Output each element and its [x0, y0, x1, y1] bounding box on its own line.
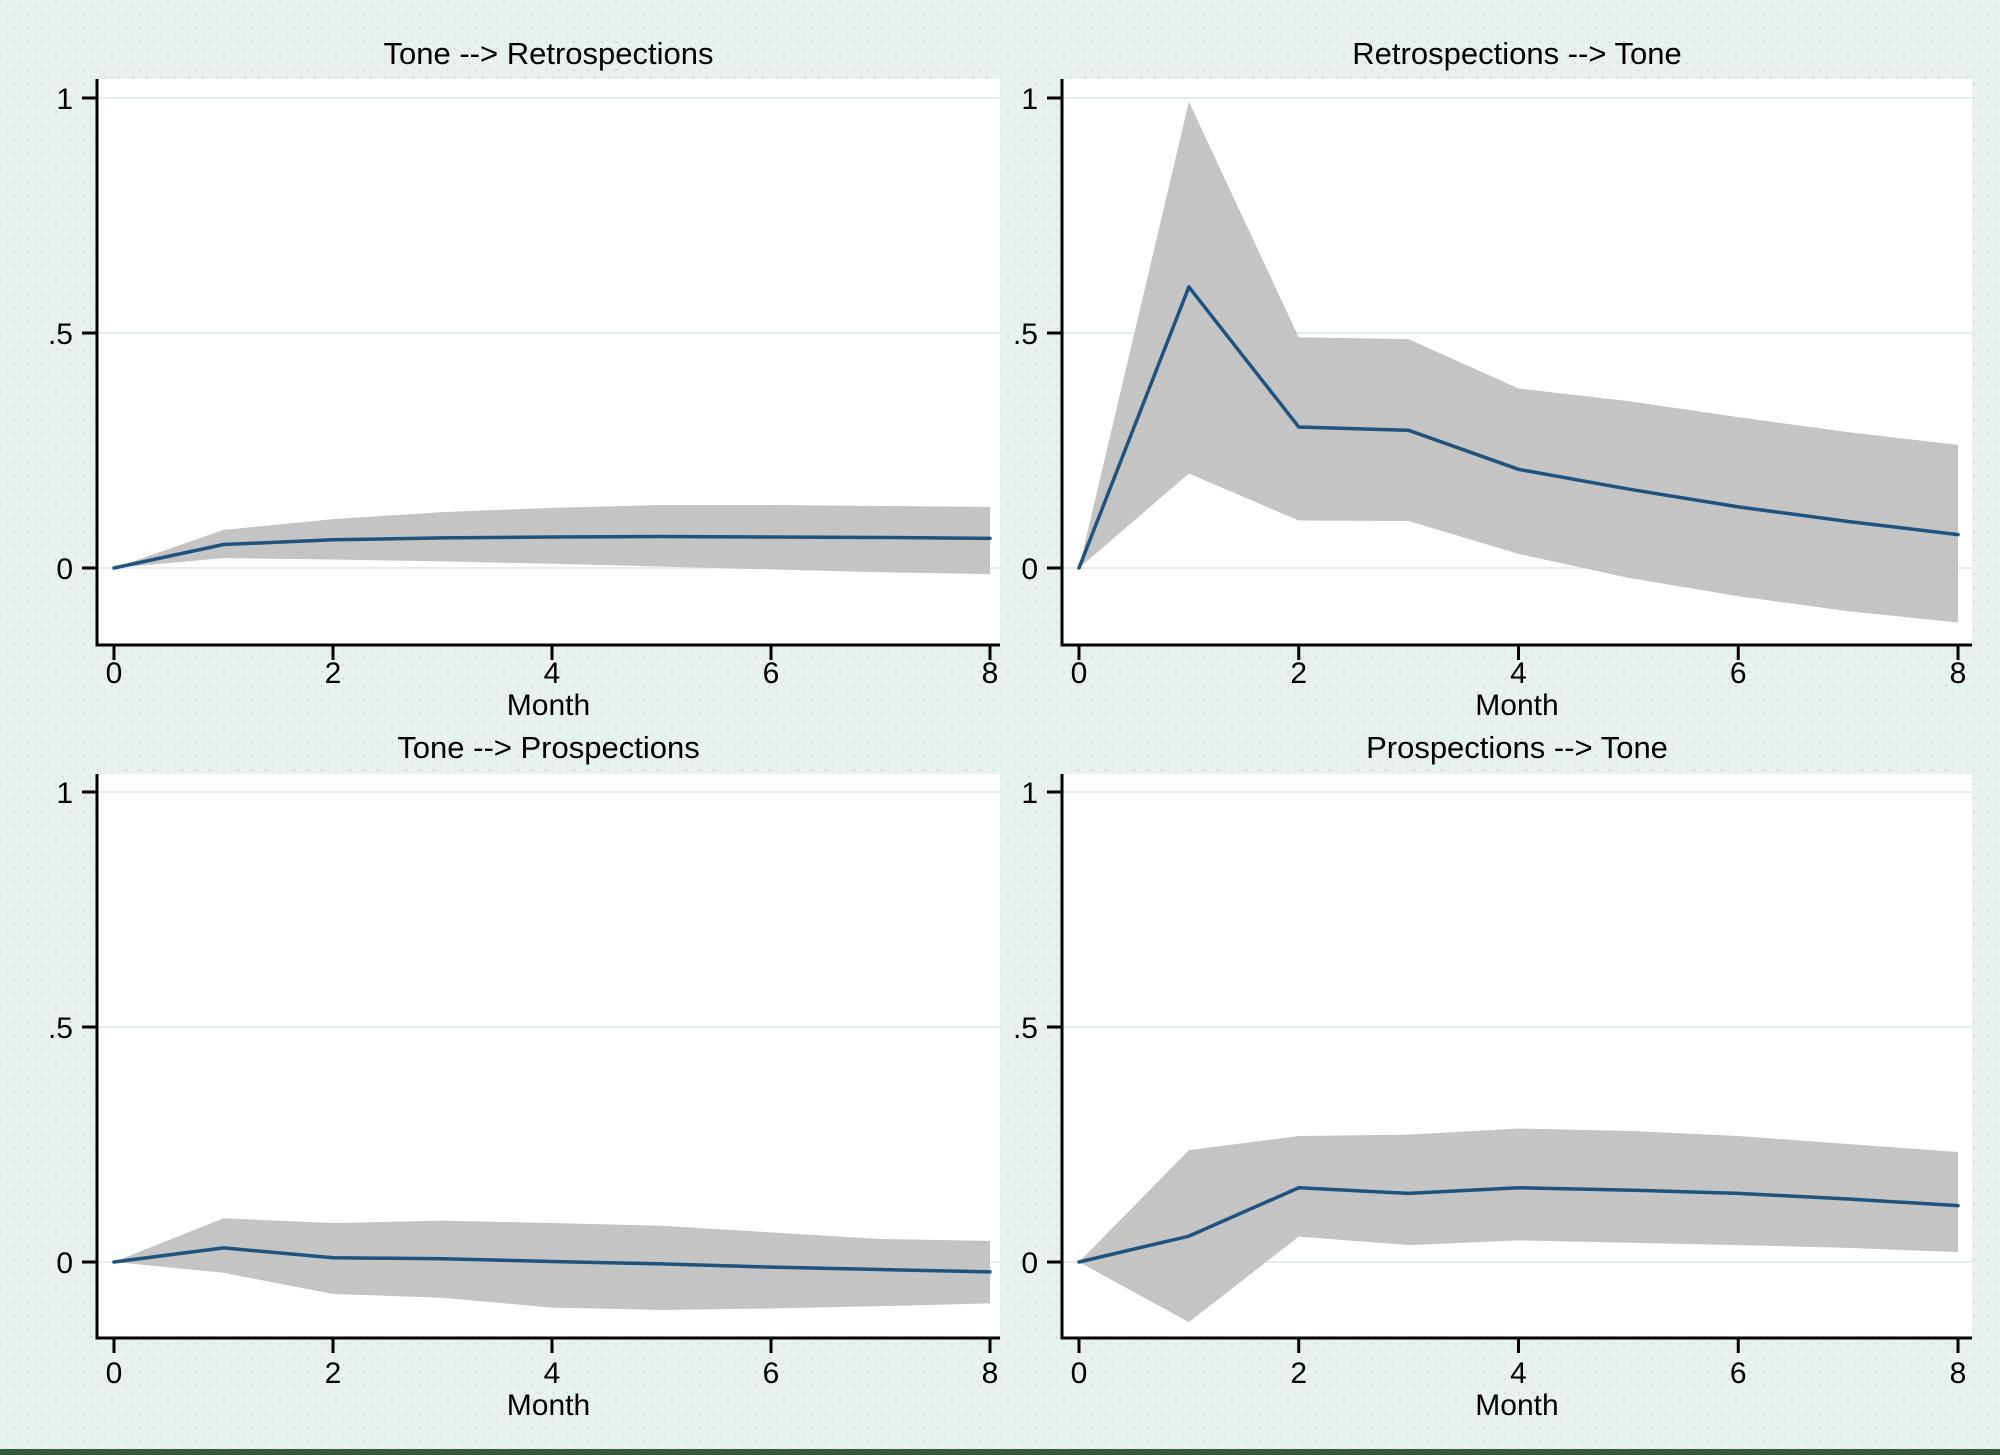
x-axis-title: Month	[507, 689, 590, 722]
y-tick-labels: 0 .5 1	[1013, 777, 1038, 1280]
y-tick-label: .5	[1013, 318, 1038, 351]
x-tick-label: 4	[544, 657, 561, 690]
confidence-band	[114, 1218, 990, 1310]
x-axis-title: Month	[1475, 1389, 1558, 1422]
x-tick-label: 8	[1950, 1357, 1967, 1390]
y-tick-label: 1	[56, 83, 73, 116]
x-tick-label: 0	[106, 657, 123, 690]
irf-panel-prospections-tone: Prospections --> Tone 0 .5 1 0 2 4 6 8 M…	[1000, 727, 2000, 1455]
y-tick-label: 0	[56, 1247, 73, 1280]
y-tick-label: .5	[1013, 1012, 1038, 1045]
x-tick-label: 0	[1071, 1357, 1088, 1390]
x-axis-title: Month	[1475, 689, 1558, 722]
plot-generated-layer	[1047, 79, 1972, 660]
panel-title: Prospections --> Tone	[1366, 730, 1668, 765]
plot-generated-layer	[82, 774, 1000, 1353]
confidence-band	[114, 505, 990, 575]
irf-line	[1077, 285, 1960, 570]
x-tick-labels: 0 2 4 6 8	[106, 1357, 999, 1390]
panel-title: Tone --> Retrospections	[384, 36, 714, 71]
x-tick-label: 2	[1290, 657, 1307, 690]
y-tick-labels: 0 .5 1	[1013, 83, 1038, 586]
confidence-band	[1079, 1128, 1958, 1323]
panel-title: Tone --> Prospections	[397, 730, 699, 765]
irf-line	[112, 1246, 992, 1274]
plot-generated-layer	[82, 79, 1000, 660]
y-tick-label: 1	[1021, 777, 1038, 810]
x-tick-label: 0	[1071, 657, 1088, 690]
plot-generated-layer	[1047, 774, 1972, 1353]
y-tick-labels: 0 .5 1	[48, 83, 73, 586]
irf-panel-tone-retrospections: Tone --> Retrospections 0 .5 1 0 2 4 6 8…	[0, 0, 1000, 728]
y-tick-label: 1	[56, 777, 73, 810]
x-tick-label: 2	[325, 657, 342, 690]
irf-line	[112, 534, 992, 570]
y-tick-label: .5	[48, 318, 73, 351]
x-tick-label: 0	[106, 1357, 123, 1390]
x-axis-title: Month	[507, 1389, 590, 1422]
figure-bottom-border	[0, 1449, 2000, 1455]
x-tick-label: 4	[544, 1357, 561, 1390]
irf-plot-svg: Retrospections --> Tone 0 .5 1 0 2 4 6 8…	[1013, 36, 1972, 722]
x-tick-label: 4	[1510, 657, 1527, 690]
x-tick-label: 6	[1730, 657, 1747, 690]
x-tick-labels: 0 2 4 6 8	[1071, 1357, 1967, 1390]
x-tick-label: 2	[1290, 1357, 1307, 1390]
x-tick-label: 6	[763, 1357, 780, 1390]
x-tick-label: 6	[1730, 1357, 1747, 1390]
y-tick-label: 1	[1021, 83, 1038, 116]
irf-panel-tone-prospections: Tone --> Prospections 0 .5 1 0 2 4 6 8 M…	[0, 727, 1000, 1455]
x-tick-label: 2	[325, 1357, 342, 1390]
confidence-band	[1079, 101, 1958, 623]
panel-title: Retrospections --> Tone	[1352, 36, 1681, 71]
y-tick-label: 0	[1021, 553, 1038, 586]
x-tick-labels: 0 2 4 6 8	[1071, 657, 1967, 690]
y-tick-label: 0	[1021, 1247, 1038, 1280]
irf-line	[1077, 1185, 1960, 1264]
y-tick-label: 0	[56, 553, 73, 586]
y-tick-label: .5	[48, 1012, 73, 1045]
x-tick-label: 8	[982, 657, 999, 690]
x-tick-labels: 0 2 4 6 8	[106, 657, 999, 690]
x-tick-label: 6	[763, 657, 780, 690]
x-tick-label: 8	[1950, 657, 1967, 690]
irf-plot-svg: Prospections --> Tone 0 .5 1 0 2 4 6 8 M…	[1013, 730, 1972, 1422]
y-tick-labels: 0 .5 1	[48, 777, 73, 1280]
irf-panel-retrospections-tone: Retrospections --> Tone 0 .5 1 0 2 4 6 8…	[1000, 0, 2000, 728]
irf-plot-svg: Tone --> Retrospections 0 .5 1 0 2 4 6 8…	[48, 36, 1000, 722]
x-tick-label: 4	[1510, 1357, 1527, 1390]
x-tick-label: 8	[982, 1357, 999, 1390]
irf-plot-svg: Tone --> Prospections 0 .5 1 0 2 4 6 8 M…	[48, 730, 1000, 1422]
